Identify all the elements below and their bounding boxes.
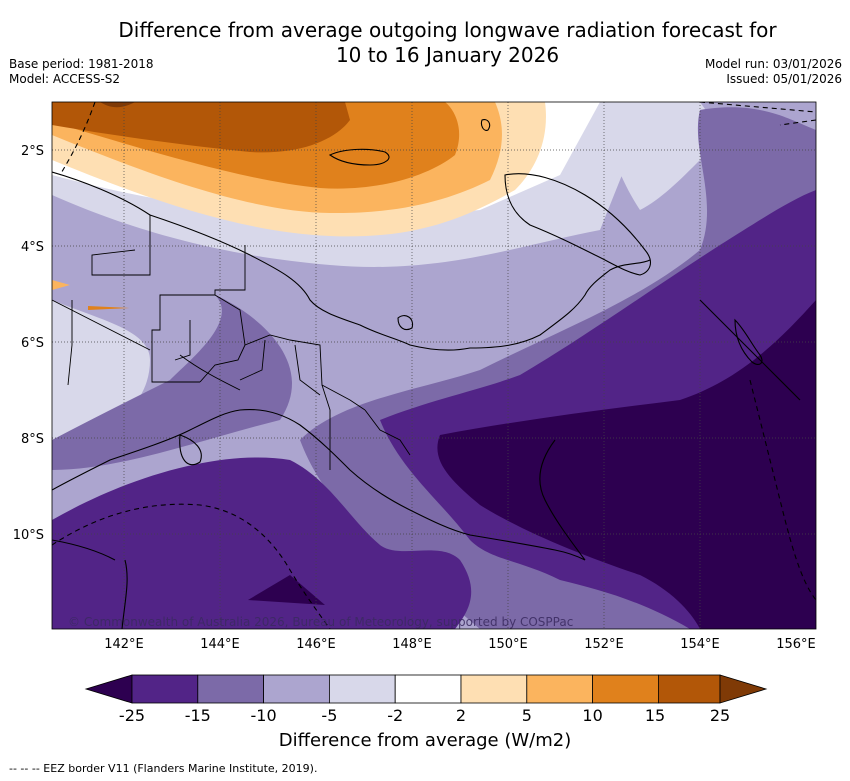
- colorbar-ticks: -25 -15 -10 -5 -2 2 5 10 15 25: [119, 706, 730, 725]
- lon-label: 154°E: [680, 637, 720, 652]
- model-run: Model run: 03/01/2026: [704, 57, 842, 71]
- colorbar-segment: [263, 674, 330, 704]
- colorbar-title: Difference from average (W/m2): [278, 730, 572, 751]
- colorbar-segment: [592, 674, 659, 704]
- title-line-2: 10 to 16 January 2026: [335, 43, 560, 67]
- lon-label: 150°E: [488, 637, 528, 652]
- lon-label: 152°E: [584, 637, 624, 652]
- colorbar-segment: [460, 674, 528, 704]
- map-frame: [51, 101, 817, 630]
- colorbar-tick: 2: [456, 706, 466, 725]
- colorbar-tick: 15: [645, 706, 665, 725]
- chart-title: Difference from average outgoing longwav…: [0, 18, 850, 68]
- lat-label: 6°S: [21, 336, 44, 351]
- meta-left: Base period: 1981-2018 Model: ACCESS-S2: [9, 57, 154, 87]
- colorbar-max-arrow: [719, 674, 768, 704]
- eez-borders: [52, 102, 816, 629]
- base-period: Base period: 1981-2018: [9, 57, 154, 71]
- issued-date: Issued: 05/01/2026: [726, 72, 842, 86]
- lat-label: 4°S: [21, 240, 44, 255]
- lon-label: 144°E: [200, 637, 240, 652]
- lat-labels: 2°S 4°S 6°S 8°S 10°S: [13, 144, 44, 543]
- colorbar-tick: -15: [185, 706, 211, 725]
- colorbar-tick: -5: [321, 706, 337, 725]
- colorbar-min-arrow: [84, 674, 133, 704]
- colorbar-segment: [526, 674, 593, 704]
- eez-footnote: -- -- -- EEZ border V11 (Flanders Marine…: [9, 762, 318, 775]
- lon-label: 146°E: [296, 637, 336, 652]
- colorbar: [84, 674, 768, 704]
- colorbar-segment: [658, 674, 721, 704]
- title-line-1: Difference from average outgoing longwav…: [118, 18, 777, 42]
- meta-right: Model run: 03/01/2026 Issued: 05/01/2026: [705, 57, 842, 87]
- lon-label: 142°E: [104, 637, 144, 652]
- colorbar-tick: -25: [119, 706, 145, 725]
- colorbar-tick: -10: [251, 706, 277, 725]
- lat-label: 8°S: [21, 432, 44, 447]
- coastlines: [52, 119, 801, 629]
- lat-label: 2°S: [21, 144, 44, 159]
- copyright-notice: © Commonwealth of Australia 2026, Bureau…: [68, 615, 573, 629]
- admin-borders: [52, 215, 411, 470]
- colorbar-tick: 5: [522, 706, 532, 725]
- colorbar-tick: -2: [387, 706, 403, 725]
- lon-label: 156°E: [776, 637, 816, 652]
- lon-label: 148°E: [392, 637, 432, 652]
- model-name: Model: ACCESS-S2: [9, 72, 121, 86]
- lat-label: 10°S: [13, 528, 44, 543]
- lon-labels: 142°E 144°E 146°E 148°E 150°E 152°E 154°…: [104, 637, 816, 652]
- colorbar-tick: 25: [710, 706, 730, 725]
- colorbar-tick: 10: [582, 706, 602, 725]
- colorbar-segment: [197, 674, 265, 704]
- colorbar-segment: [394, 674, 462, 704]
- colorbar-segment: [131, 674, 199, 704]
- anomaly-field: [52, 102, 816, 629]
- colorbar-segment: [328, 674, 396, 704]
- graticule: [52, 102, 816, 629]
